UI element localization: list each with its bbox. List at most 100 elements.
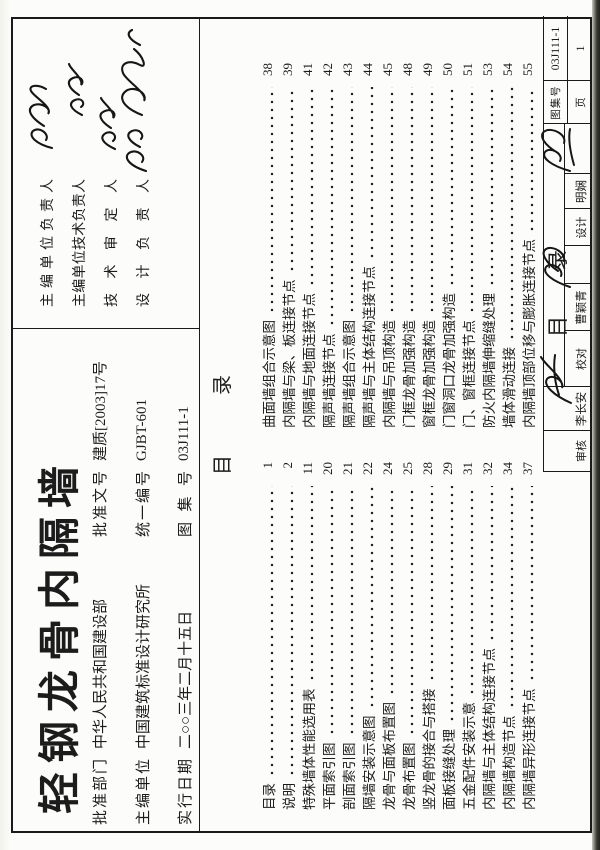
- dot-leader: [365, 87, 375, 260]
- toc-entry-page: 42: [320, 63, 335, 76]
- atlas-number-label: 图集号: [551, 85, 562, 120]
- toc-entry-page: 54: [500, 63, 515, 76]
- toc-column-left: 目录 1 说明 2 特殊墙体性能选用表 11 平面索引图: [258, 462, 538, 810]
- toc-entry-title: 龙骨与面板布置图: [382, 702, 397, 810]
- dot-leader: [305, 87, 315, 287]
- info-label: 统一编号: [135, 471, 152, 537]
- dot-leader: [425, 486, 435, 683]
- dot-leader: [445, 486, 455, 723]
- document-title: 轻钢龙骨内隔墙: [36, 456, 83, 814]
- atlas-number-value: 03J111-1: [548, 26, 562, 71]
- toc-entry-title: 门窗洞口龙骨加强构造: [442, 293, 457, 428]
- toc-entry-page: 20: [320, 462, 335, 475]
- dot-leader: [305, 486, 315, 683]
- toc-entry-title: 特殊墙体性能选用表: [302, 688, 317, 811]
- toc-entry-title: 竖龙骨的接合与搭接: [422, 688, 437, 811]
- toc-entry: 面板接缝处理 29: [438, 462, 458, 810]
- toc-entry-title: 内隔墙与主体结构连接节点: [482, 648, 497, 810]
- toc-entry-title: 龙骨布置图: [402, 742, 417, 811]
- paper-margin: [0, 0, 11, 850]
- toc-entry: 内隔墙与梁、板连接节点 39: [278, 63, 298, 428]
- toc-entry: 隔声墙连接节点 42: [318, 63, 338, 428]
- toc-entry: 内隔墙构造节点 34: [498, 462, 518, 810]
- toc-entry-page: 11: [300, 462, 315, 475]
- dot-leader: [285, 87, 295, 274]
- toc-column-right: 曲面墙组合示意图 38 内隔墙与梁、板连接节点 39 内隔墙与地面连接节点 41: [258, 63, 538, 428]
- toc-entry-title: 曲面墙组合示意图: [262, 320, 277, 428]
- toc-entry: 剖面索引图 21: [338, 462, 358, 810]
- toc-entry-page: 41: [300, 63, 315, 76]
- toc-entry: 墙体滑动连接 54: [498, 63, 518, 428]
- dot-leader: [525, 486, 535, 683]
- toc-title: 目 录: [206, 375, 235, 475]
- page-number-cell: 1: [567, 16, 593, 81]
- toc-entry-title: 窗框龙骨加强构造: [422, 320, 437, 428]
- toc-entry: 内隔墙异形连接节点 37: [518, 462, 538, 810]
- toc-entry-title: 隔声墙连接节点: [322, 333, 337, 429]
- signer-row: 主编单位技术负责人: [67, 61, 91, 307]
- toc-entry-title: 隔声墙与主体结构连接节点: [362, 266, 377, 428]
- toc-entry-page: 29: [440, 462, 455, 475]
- handwritten-signature-icon: [540, 354, 572, 404]
- designer-label-cell: 设计: [564, 209, 593, 246]
- toc-entry: 内隔墙与吊顶构造 45: [378, 63, 398, 428]
- dot-leader: [365, 486, 375, 710]
- toc-entry-page: 45: [380, 63, 395, 76]
- info-line-editor: 主编单位 中国建筑标准设计研究所 统一编号 GJBT-601: [131, 347, 153, 825]
- dot-leader: [405, 486, 415, 737]
- toc-entry-title: 剖面索引图: [342, 742, 357, 811]
- info-value: 建质[2003]17号: [92, 361, 109, 461]
- info-label: 图集号: [177, 471, 194, 537]
- dot-leader: [345, 87, 355, 314]
- designer-label: 设计: [576, 216, 588, 239]
- toc-entry-page: 34: [500, 462, 515, 475]
- page-number: 1: [572, 45, 587, 52]
- toc-entry-page: 44: [360, 63, 375, 76]
- info-label: 批准文号: [92, 471, 109, 537]
- atlas-number-value-cell: 03J111-1: [544, 16, 567, 81]
- dot-leader: [465, 486, 475, 696]
- designer-name-cell: 明娴: [564, 174, 593, 209]
- info-label: 主编单位: [135, 759, 152, 825]
- toc-entry-title: 面板接缝处理: [442, 729, 457, 810]
- signer-row: 设计负责人: [121, 27, 155, 307]
- toc-entry: 龙骨与面板布置图 24: [378, 462, 398, 810]
- toc-entry-title: 内隔墙与地面连接节点: [302, 293, 317, 428]
- toc-entry-page: 55: [520, 63, 535, 76]
- dot-leader: [425, 87, 435, 314]
- checker-name: 曹颖青: [576, 290, 588, 325]
- toc-entry-title: 隔墙安装示意图: [362, 715, 377, 811]
- toc-entry-title: 五金配件安装示意: [462, 702, 477, 810]
- dot-leader: [445, 87, 455, 287]
- dot-leader: [505, 87, 515, 341]
- scan-edge-shadow: [592, 0, 600, 850]
- toc-entry: 窗框龙骨加强构造 49: [418, 63, 438, 428]
- toc-entry: 内隔墙与地面连接节点 41: [298, 63, 318, 428]
- toc-entry: 内隔墙与主体结构连接节点 32: [478, 462, 498, 810]
- toc-entry: 说明 2: [278, 462, 298, 810]
- toc-entry-page: 21: [340, 462, 355, 475]
- toc-entry-title: 墙体滑动连接: [502, 347, 517, 428]
- toc-entry-page: 48: [400, 63, 415, 76]
- toc-entry: 隔声墙组合示意图 43: [338, 63, 358, 428]
- toc-entry: 门、窗框连接节点 51: [458, 63, 478, 428]
- toc-entry-page: 22: [360, 462, 375, 475]
- toc-entry: 隔声墙与主体结构连接节点 44: [358, 63, 378, 428]
- handwritten-signature-icon: [542, 247, 571, 288]
- toc-entry-page: 37: [520, 462, 535, 475]
- info-line-approval: 批准部门 中华人民共和国建设部 批准文号 建质[2003]17号: [88, 347, 110, 825]
- dot-leader: [385, 87, 395, 314]
- toc-entry: 防火内隔墙伸缩缝处理 53: [478, 63, 498, 428]
- toc-entry: 目录 1: [258, 462, 278, 810]
- handwritten-signature-icon: [99, 96, 117, 151]
- dot-leader: [265, 486, 275, 777]
- signer-label: 主编单位负责人: [41, 179, 56, 307]
- toc-entry: 门框龙骨加强构造 48: [398, 63, 418, 428]
- header-divider-rule: [199, 17, 200, 833]
- toc-entry: 竖龙骨的接合与搭接 28: [418, 462, 438, 810]
- toc-entry: 曲面墙组合示意图 38: [258, 63, 278, 428]
- toc-entry-page: 53: [480, 63, 495, 76]
- info-value: 二○○三年二月十五日: [177, 610, 194, 749]
- handwritten-signature-icon: [67, 62, 85, 117]
